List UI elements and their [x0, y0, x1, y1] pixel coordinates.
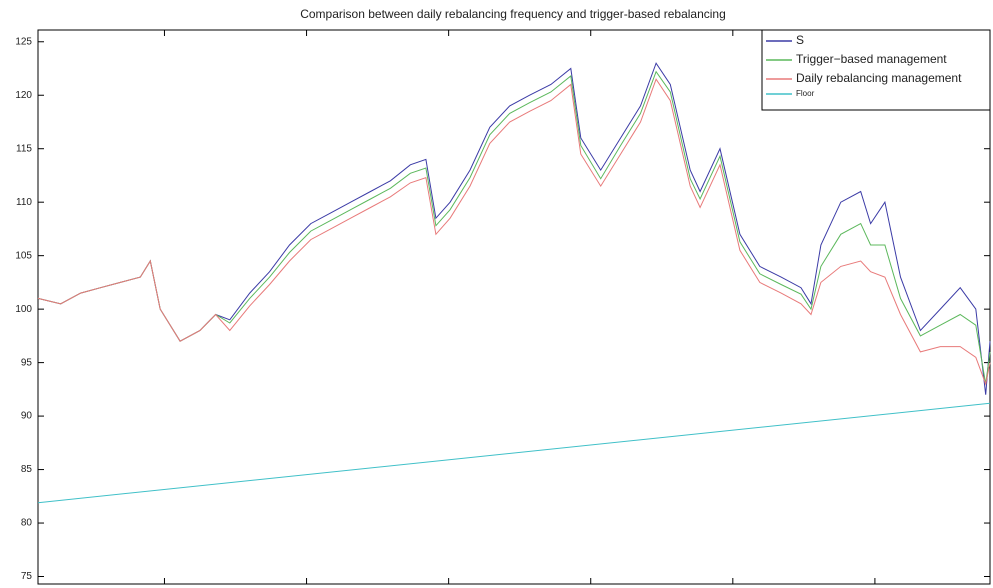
- y-tick-label: 85: [21, 464, 33, 475]
- y-tick-label: 125: [15, 36, 32, 47]
- legend-label: Daily rebalancing management: [796, 71, 962, 85]
- y-tick-label: 95: [21, 357, 33, 368]
- series-line: [37, 78, 991, 386]
- y-tick-label: 90: [21, 411, 33, 422]
- legend-label: S: [796, 33, 804, 47]
- y-tick-label: 110: [16, 197, 32, 208]
- y-tick-label: 100: [15, 304, 32, 315]
- y-tick-label: 115: [16, 143, 32, 154]
- y-tick-label: 75: [21, 571, 33, 582]
- legend-box: [761, 29, 991, 111]
- y-tick-label: 120: [15, 90, 32, 101]
- series-line: [37, 62, 991, 395]
- series-line: [37, 70, 991, 385]
- y-tick-label: 105: [15, 250, 32, 261]
- legend-label: Trigger−based management: [796, 52, 947, 66]
- y-tick-label: 80: [21, 518, 33, 529]
- chart-title: Comparison between daily rebalancing fre…: [300, 7, 726, 21]
- series-line: [37, 402, 991, 504]
- legend-label: Floor: [796, 89, 815, 98]
- plot-frame: [37, 29, 991, 585]
